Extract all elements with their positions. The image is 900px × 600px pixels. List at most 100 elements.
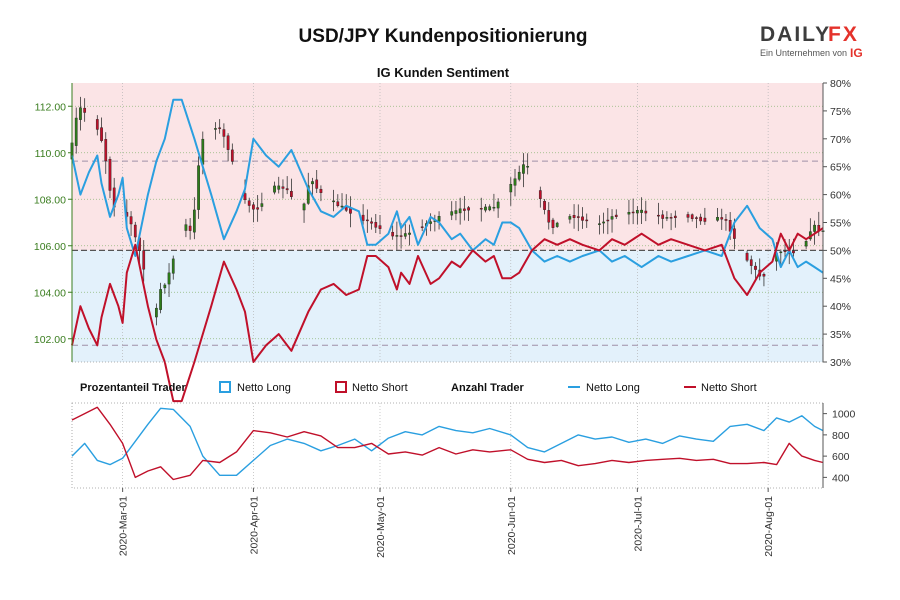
candle-body	[306, 185, 310, 204]
candle-body	[315, 179, 319, 189]
legend-count-long: Netto Long	[586, 382, 640, 394]
date-tick-label: 2020-Mar-01	[118, 496, 130, 556]
percent-tick-label: 45%	[830, 273, 851, 285]
candle-body	[657, 214, 660, 217]
price-tick-label: 102.00	[34, 334, 66, 346]
candle-body	[222, 129, 226, 137]
dailyfx-logo: DAILY FX Ein Unternehmen von IG	[760, 23, 863, 60]
candle-body	[669, 217, 673, 219]
candle-body	[779, 251, 783, 254]
candle-body	[716, 217, 719, 221]
candle-body	[745, 252, 749, 261]
candle-body	[226, 135, 230, 150]
candle-body	[627, 212, 631, 215]
candle-body	[513, 178, 517, 186]
percent-tick-label: 35%	[830, 329, 851, 341]
date-axis: 2020-Mar-01 2020-Apr-01 2020-May-01 2020-Ju…	[118, 488, 775, 558]
candle-body	[163, 284, 167, 289]
candle-body	[635, 210, 639, 214]
candle-body	[804, 241, 808, 247]
price-tick-label: 110.00	[35, 148, 66, 160]
candle-body	[509, 183, 513, 193]
count-lines	[71, 406, 824, 481]
candle-body	[285, 188, 289, 191]
candle-body	[133, 224, 137, 238]
percent-tick-label: 70%	[830, 134, 851, 146]
candle-body	[581, 216, 584, 221]
candle-body	[365, 219, 369, 222]
candle-body	[724, 219, 728, 221]
candle-body	[214, 128, 217, 130]
candle-body	[159, 289, 162, 310]
candle-body	[256, 207, 260, 210]
candle-body	[281, 186, 285, 189]
candle-body	[83, 107, 87, 113]
percent-tick-label: 55%	[830, 218, 851, 230]
candle-body	[454, 210, 458, 214]
candle-body	[568, 216, 572, 220]
legend-pct-short: Netto Short	[352, 382, 408, 394]
candle-body	[703, 217, 707, 222]
percent-tick-label: 30%	[830, 357, 851, 369]
candle-body	[167, 272, 171, 285]
candle-body	[108, 159, 112, 191]
count-long-line	[71, 407, 824, 476]
candle-body	[762, 274, 766, 277]
count-tick-label: 400	[832, 472, 850, 484]
logo-brand-right: FX	[828, 23, 859, 46]
candle-body	[260, 203, 264, 207]
candle-body	[749, 259, 753, 266]
candle-body	[319, 188, 323, 193]
percent-tick-label: 75%	[830, 106, 851, 118]
candle-body	[479, 207, 483, 210]
candle-body	[290, 191, 293, 197]
candle-body	[95, 119, 99, 130]
candle-body	[370, 221, 373, 224]
candle-body	[614, 214, 618, 217]
candle-body	[640, 209, 643, 213]
price-tick-label: 104.00	[34, 287, 66, 299]
legend-group2-label: Anzahl Trader	[451, 382, 524, 394]
candle-body	[610, 216, 614, 220]
percent-tick-label: 80%	[830, 78, 851, 90]
candle-body	[247, 200, 251, 206]
candle-body	[484, 206, 487, 211]
candle-body	[606, 219, 610, 222]
date-tick-label: 2020-Jul-01	[632, 496, 644, 552]
date-tick-label: 2020-Aug-01	[763, 496, 775, 557]
candle-body	[458, 208, 462, 214]
candle-body	[665, 217, 669, 219]
candle-body	[361, 214, 365, 221]
candle-body	[522, 164, 525, 174]
count-tick-label: 600	[832, 451, 850, 463]
candle-body	[395, 235, 399, 237]
candle-body	[547, 210, 551, 223]
legend-pct-long: Netto Long	[237, 382, 291, 394]
date-tick-label: 2020-Apr-01	[248, 496, 260, 555]
price-tick-label: 108.00	[34, 194, 66, 206]
candle-body	[155, 307, 158, 318]
candle-body	[171, 258, 175, 274]
candle-body	[429, 221, 432, 224]
percent-tick-label: 40%	[830, 301, 851, 313]
logo-brand-left: DAILY	[760, 23, 831, 46]
candle-body	[79, 107, 82, 120]
chart-title: USD/JPY Kundenpositionierung	[299, 26, 588, 47]
candle-body	[585, 219, 589, 222]
candle-body	[644, 210, 648, 214]
candle-body	[129, 216, 133, 225]
price-tick-label: 106.00	[34, 241, 66, 253]
legend-swatch-pct-short	[335, 381, 347, 393]
candle-body	[598, 223, 601, 225]
candle-body	[733, 228, 736, 239]
legend-group1-label: Prozentanteil Trader	[80, 382, 186, 394]
candle-body	[349, 208, 352, 214]
candle-body	[792, 250, 795, 254]
percent-tick-label: 60%	[830, 190, 851, 202]
candle-body	[100, 127, 103, 141]
candle-body	[467, 207, 470, 211]
candle-body	[311, 181, 314, 185]
main-panel-axes: 102.00 104.00 106.00 108.00 110.00 112.00 30% 3…	[34, 78, 851, 369]
pct-long-line	[71, 98, 824, 274]
